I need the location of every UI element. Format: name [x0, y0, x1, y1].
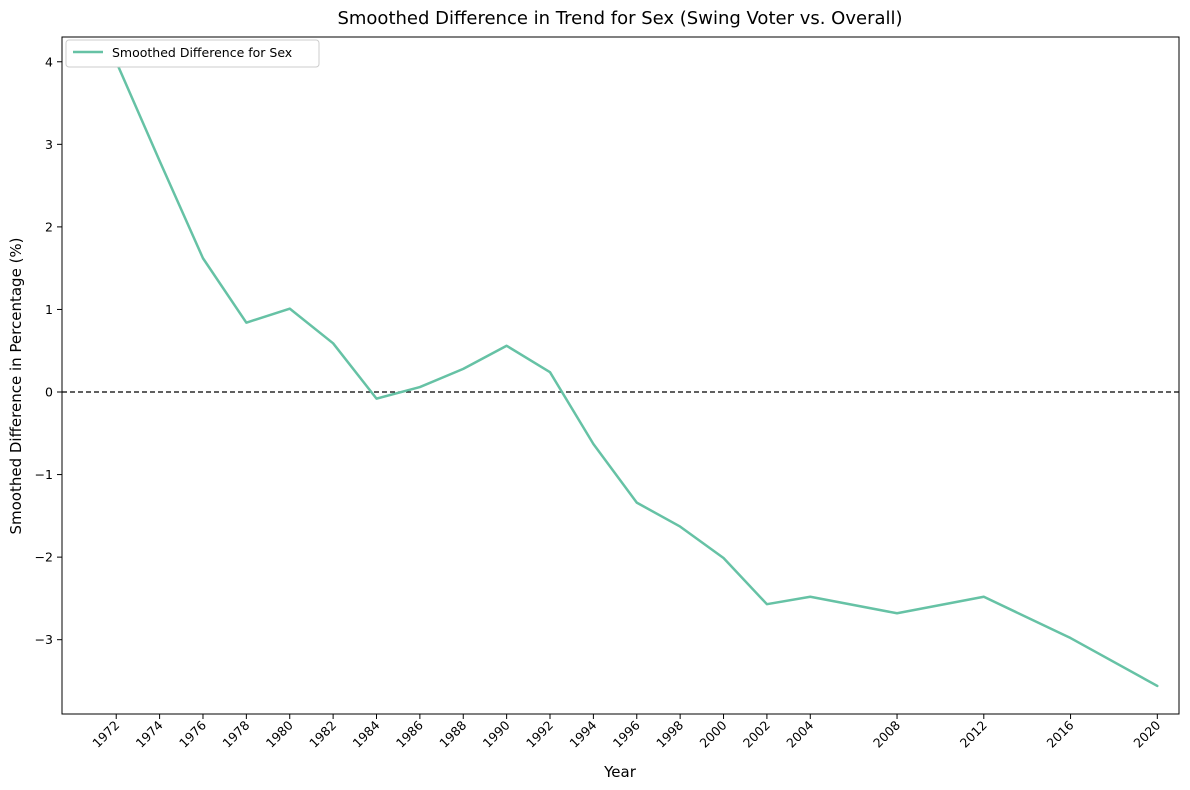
x-tick-label: 1982 — [306, 718, 339, 751]
x-tick-label: 1972 — [89, 718, 122, 751]
x-tick-label: 1988 — [436, 717, 469, 750]
x-axis: 1972 1974 1976 1978 1980 1982 1984 1986 1988 1990… — [89, 714, 1163, 751]
x-tick-label: 2008 — [870, 717, 903, 750]
x-axis-label: Year — [603, 763, 637, 781]
y-tick-label: 2 — [45, 219, 53, 234]
chart-title: Smoothed Difference in Trend for Sex (Sw… — [337, 8, 902, 29]
y-axis-label: Smoothed Difference in Percentage (%) — [7, 237, 25, 534]
y-tick-label: 4 — [45, 54, 53, 69]
x-tick-label: 1998 — [653, 717, 686, 750]
plot-frame — [61, 36, 1180, 715]
x-tick-label: 2004 — [783, 717, 816, 750]
x-tick-label: 1984 — [350, 717, 383, 750]
plot-area — [61, 36, 1180, 715]
y-tick-label: 0 — [45, 385, 53, 400]
legend: Smoothed Difference for Sex — [65, 39, 320, 68]
x-tick-label: 1974 — [133, 717, 166, 750]
x-tick-label: 1986 — [393, 717, 426, 750]
series-layer — [114, 60, 1159, 688]
legend-entry-label: Smoothed Difference for Sex — [112, 45, 292, 60]
x-tick-label: 1994 — [566, 717, 599, 750]
y-tick-label: 1 — [45, 302, 53, 317]
x-tick-label: 2000 — [697, 717, 730, 750]
x-tick-label: 1980 — [263, 717, 296, 750]
y-tick-label: −3 — [35, 632, 53, 647]
series-line-0 — [114, 60, 1159, 688]
x-tick-label: 2002 — [740, 718, 773, 751]
y-tick-label: 3 — [45, 137, 53, 152]
x-tick-label: 1990 — [480, 717, 513, 750]
legend-box — [65, 39, 320, 68]
x-tick-label: 2016 — [1044, 717, 1077, 750]
y-axis: −3 −2 −1 0 1 2 3 4 — [35, 54, 62, 647]
x-tick-label: 1996 — [610, 717, 643, 750]
y-tick-label: −2 — [35, 550, 53, 565]
x-tick-label: 1976 — [176, 717, 209, 750]
x-tick-label: 2012 — [957, 718, 990, 751]
x-tick-label: 2020 — [1130, 717, 1163, 750]
y-tick-label: −1 — [35, 467, 53, 482]
x-tick-label: 1992 — [523, 718, 556, 751]
x-tick-label: 1978 — [219, 717, 252, 750]
